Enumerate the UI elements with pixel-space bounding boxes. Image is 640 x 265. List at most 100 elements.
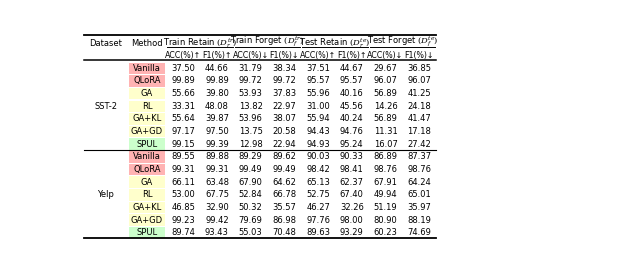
Text: 98.76: 98.76 bbox=[374, 165, 397, 174]
Text: GA: GA bbox=[141, 89, 153, 98]
Text: ACC(%)↓: ACC(%)↓ bbox=[367, 51, 404, 60]
Text: 52.84: 52.84 bbox=[239, 190, 262, 199]
Text: 39.80: 39.80 bbox=[205, 89, 229, 98]
Bar bbox=[129, 202, 165, 213]
Text: 33.31: 33.31 bbox=[171, 102, 195, 111]
Text: 45.56: 45.56 bbox=[340, 102, 364, 111]
Bar bbox=[129, 113, 165, 125]
Text: 99.31: 99.31 bbox=[172, 165, 195, 174]
Text: 97.50: 97.50 bbox=[205, 127, 228, 136]
Text: 40.24: 40.24 bbox=[340, 114, 364, 123]
Text: 64.62: 64.62 bbox=[273, 178, 296, 187]
Text: 89.55: 89.55 bbox=[172, 152, 195, 161]
Text: 65.13: 65.13 bbox=[306, 178, 330, 187]
Text: 55.64: 55.64 bbox=[172, 114, 195, 123]
Text: F1(%)↑: F1(%)↑ bbox=[202, 51, 232, 60]
Text: 94.76: 94.76 bbox=[340, 127, 364, 136]
Bar bbox=[129, 139, 165, 150]
Text: GA+GD: GA+GD bbox=[131, 216, 163, 225]
Text: GA+GD: GA+GD bbox=[131, 127, 163, 136]
Text: 67.90: 67.90 bbox=[239, 178, 262, 187]
Text: 89.74: 89.74 bbox=[172, 228, 195, 237]
Text: 95.57: 95.57 bbox=[340, 76, 364, 85]
Text: 99.15: 99.15 bbox=[172, 140, 195, 149]
Text: 67.75: 67.75 bbox=[205, 190, 229, 199]
Text: 48.08: 48.08 bbox=[205, 102, 229, 111]
Text: 99.42: 99.42 bbox=[205, 216, 228, 225]
Text: ACC(%)↑: ACC(%)↑ bbox=[165, 51, 202, 60]
Text: 37.50: 37.50 bbox=[172, 64, 195, 73]
Text: 99.89: 99.89 bbox=[172, 76, 195, 85]
Text: QLoRA: QLoRA bbox=[133, 165, 161, 174]
Text: 13.75: 13.75 bbox=[239, 127, 262, 136]
Text: 40.16: 40.16 bbox=[340, 89, 364, 98]
Text: Train Forget $(D_f^{tr})$: Train Forget $(D_f^{tr})$ bbox=[230, 35, 305, 49]
Bar bbox=[129, 227, 165, 238]
Bar bbox=[129, 189, 165, 201]
Text: 70.48: 70.48 bbox=[273, 228, 296, 237]
Text: 94.93: 94.93 bbox=[306, 140, 330, 149]
Text: 94.43: 94.43 bbox=[306, 127, 330, 136]
Text: 32.90: 32.90 bbox=[205, 203, 228, 212]
Text: 55.03: 55.03 bbox=[239, 228, 262, 237]
Text: 52.75: 52.75 bbox=[306, 190, 330, 199]
Text: 86.98: 86.98 bbox=[273, 216, 296, 225]
Text: 87.37: 87.37 bbox=[407, 152, 431, 161]
Text: 49.94: 49.94 bbox=[374, 190, 397, 199]
Text: 12.98: 12.98 bbox=[239, 140, 262, 149]
Text: 80.90: 80.90 bbox=[374, 216, 397, 225]
Text: 97.17: 97.17 bbox=[172, 127, 195, 136]
Text: 38.34: 38.34 bbox=[273, 64, 296, 73]
Text: 14.26: 14.26 bbox=[374, 102, 397, 111]
Text: 53.93: 53.93 bbox=[239, 89, 262, 98]
Text: 67.91: 67.91 bbox=[374, 178, 397, 187]
Text: 97.76: 97.76 bbox=[306, 216, 330, 225]
Text: 55.96: 55.96 bbox=[306, 89, 330, 98]
Text: 95.57: 95.57 bbox=[306, 76, 330, 85]
Text: 56.89: 56.89 bbox=[374, 114, 397, 123]
Text: 98.41: 98.41 bbox=[340, 165, 364, 174]
Text: 41.25: 41.25 bbox=[408, 89, 431, 98]
Text: ACC(%)↓: ACC(%)↓ bbox=[232, 51, 269, 60]
Text: 64.24: 64.24 bbox=[408, 178, 431, 187]
Text: 95.24: 95.24 bbox=[340, 140, 364, 149]
Text: 22.94: 22.94 bbox=[273, 140, 296, 149]
Text: 89.29: 89.29 bbox=[239, 152, 262, 161]
Text: SST-2: SST-2 bbox=[94, 102, 117, 111]
Text: 99.49: 99.49 bbox=[239, 165, 262, 174]
Text: 98.42: 98.42 bbox=[306, 165, 330, 174]
Text: 99.49: 99.49 bbox=[273, 165, 296, 174]
Bar bbox=[129, 88, 165, 99]
Text: 13.82: 13.82 bbox=[239, 102, 262, 111]
Text: 51.19: 51.19 bbox=[374, 203, 397, 212]
Text: 89.63: 89.63 bbox=[306, 228, 330, 237]
Text: 66.78: 66.78 bbox=[272, 190, 296, 199]
Text: 99.31: 99.31 bbox=[205, 165, 228, 174]
Text: F1(%)↓: F1(%)↓ bbox=[269, 51, 299, 60]
Text: 89.62: 89.62 bbox=[273, 152, 296, 161]
Text: 41.47: 41.47 bbox=[408, 114, 431, 123]
Text: 38.07: 38.07 bbox=[273, 114, 296, 123]
Text: 79.69: 79.69 bbox=[239, 216, 262, 225]
Text: F1(%)↑: F1(%)↑ bbox=[337, 51, 367, 60]
Text: RL: RL bbox=[141, 102, 152, 111]
Text: 17.18: 17.18 bbox=[407, 127, 431, 136]
Text: 67.40: 67.40 bbox=[340, 190, 364, 199]
Text: GA: GA bbox=[141, 178, 153, 187]
Bar bbox=[129, 214, 165, 226]
Text: 60.23: 60.23 bbox=[374, 228, 397, 237]
Text: QLoRA: QLoRA bbox=[133, 76, 161, 85]
Text: 99.39: 99.39 bbox=[205, 140, 228, 149]
Text: 20.58: 20.58 bbox=[273, 127, 296, 136]
Text: 29.67: 29.67 bbox=[374, 64, 397, 73]
Bar bbox=[129, 100, 165, 112]
Text: 96.07: 96.07 bbox=[374, 76, 397, 85]
Text: 22.97: 22.97 bbox=[273, 102, 296, 111]
Text: Train Retain $(D_r^{tr})$: Train Retain $(D_r^{tr})$ bbox=[163, 36, 237, 49]
Text: 53.96: 53.96 bbox=[239, 114, 262, 123]
Text: GA+KL: GA+KL bbox=[132, 203, 161, 212]
Text: 55.94: 55.94 bbox=[307, 114, 330, 123]
Text: Vanilla: Vanilla bbox=[133, 152, 161, 161]
Text: 44.67: 44.67 bbox=[340, 64, 364, 73]
Text: 74.69: 74.69 bbox=[407, 228, 431, 237]
